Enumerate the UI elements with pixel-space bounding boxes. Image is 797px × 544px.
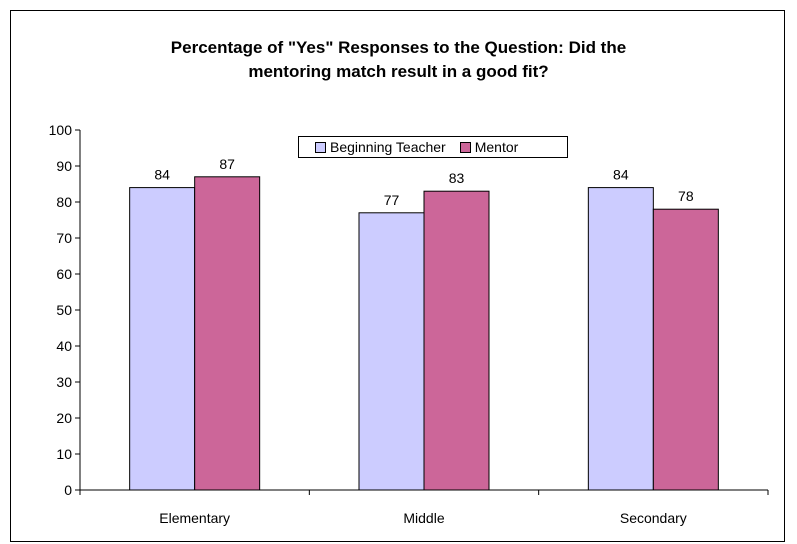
chart-title-line-2: mentoring match result in a good fit? [248,62,549,81]
data-label-beginning-teacher: 77 [384,192,400,208]
legend-item-mentor: Mentor [459,139,519,155]
data-label-beginning-teacher: 84 [154,167,170,183]
data-label-beginning-teacher: 84 [613,167,629,183]
y-tick-label: 60 [56,266,72,282]
bar-beginning-teacher [587,187,654,491]
x-tick-label: Secondary [620,510,687,526]
y-tick-label: 20 [56,410,72,426]
bar-beginning-teacher [358,212,425,491]
y-tick-label: 50 [56,302,72,318]
y-tick-label: 80 [56,194,72,210]
bar-mentor [652,208,719,491]
bar-mentor [423,190,490,491]
y-tick-label: 40 [56,338,72,354]
chart-title: Percentage of "Yes" Responses to the Que… [0,36,797,84]
legend-swatch-mentor [459,141,471,153]
legend-label-mentor: Mentor [474,139,519,155]
y-tick-label: 90 [56,158,72,174]
data-label-mentor: 83 [449,170,465,186]
data-label-mentor: 87 [219,156,235,172]
y-tick-label: 0 [64,482,72,498]
y-tick-label: 10 [56,446,72,462]
legend-swatch-beginning-teacher [315,141,326,153]
y-tick-label: 30 [56,374,72,390]
y-tick-label: 70 [56,230,72,246]
bar-beginning-teacher [129,187,196,491]
legend: Beginning Teacher Mentor [298,136,568,158]
legend-item-beginning-teacher: Beginning Teacher [315,139,446,155]
x-tick-label: Elementary [159,510,230,526]
data-label-mentor: 78 [678,188,694,204]
y-tick-label: 100 [49,122,73,138]
x-tick-label: Middle [403,510,444,526]
bar-mentor [194,176,261,491]
legend-label-beginning-teacher: Beginning Teacher [330,139,446,155]
chart-title-line-1: Percentage of "Yes" Responses to the Que… [170,38,627,57]
